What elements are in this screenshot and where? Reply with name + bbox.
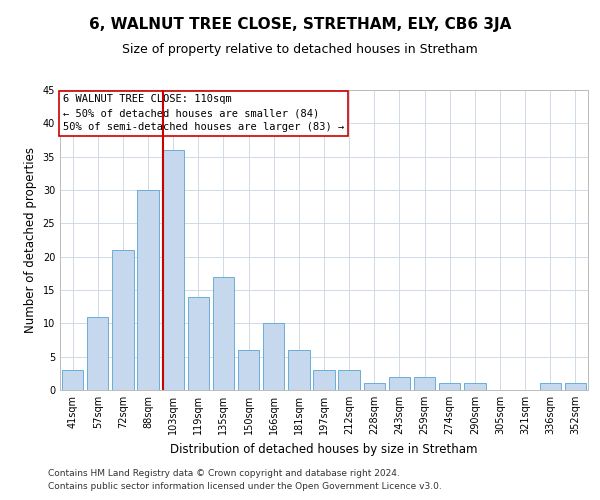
- Bar: [263, 324, 284, 390]
- Text: 6 WALNUT TREE CLOSE: 110sqm
← 50% of detached houses are smaller (84)
50% of sem: 6 WALNUT TREE CLOSE: 110sqm ← 50% of det…: [62, 94, 344, 132]
- Bar: [389, 376, 410, 390]
- Bar: [364, 384, 385, 390]
- Y-axis label: Number of detached properties: Number of detached properties: [24, 147, 37, 333]
- Bar: [539, 384, 561, 390]
- Bar: [62, 370, 83, 390]
- Text: Size of property relative to detached houses in Stretham: Size of property relative to detached ho…: [122, 42, 478, 56]
- X-axis label: Distribution of detached houses by size in Stretham: Distribution of detached houses by size …: [170, 442, 478, 456]
- Text: Contains HM Land Registry data © Crown copyright and database right 2024.: Contains HM Land Registry data © Crown c…: [48, 468, 400, 477]
- Bar: [565, 384, 586, 390]
- Bar: [137, 190, 158, 390]
- Bar: [188, 296, 209, 390]
- Bar: [87, 316, 109, 390]
- Bar: [238, 350, 259, 390]
- Bar: [464, 384, 485, 390]
- Bar: [313, 370, 335, 390]
- Bar: [163, 150, 184, 390]
- Text: 6, WALNUT TREE CLOSE, STRETHAM, ELY, CB6 3JA: 6, WALNUT TREE CLOSE, STRETHAM, ELY, CB6…: [89, 18, 511, 32]
- Bar: [439, 384, 460, 390]
- Text: Contains public sector information licensed under the Open Government Licence v3: Contains public sector information licen…: [48, 482, 442, 491]
- Bar: [414, 376, 435, 390]
- Bar: [288, 350, 310, 390]
- Bar: [213, 276, 234, 390]
- Bar: [112, 250, 134, 390]
- Bar: [338, 370, 360, 390]
